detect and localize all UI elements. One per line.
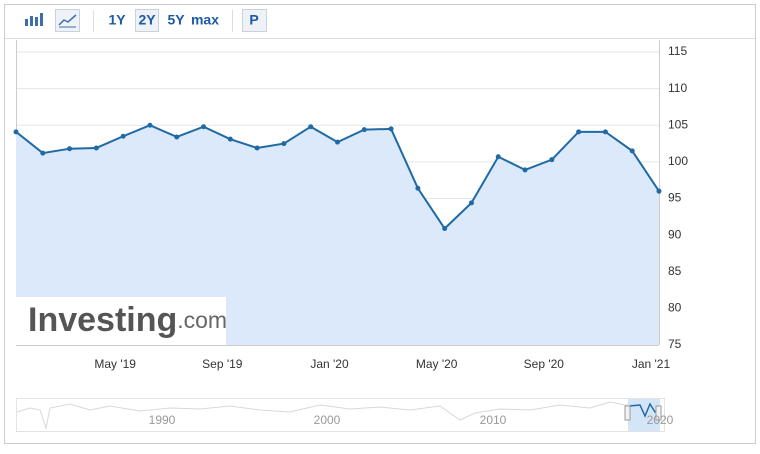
point [415, 185, 421, 191]
x-tick-label: Jan '21 [632, 357, 671, 371]
navigator-label: 2020 [647, 413, 674, 427]
point [67, 146, 73, 152]
x-tick-label: May '19 [94, 357, 136, 371]
point [120, 133, 126, 139]
point [281, 141, 287, 147]
range-button[interactable]: 5Y [167, 12, 185, 28]
y-tick-label: 85 [668, 264, 682, 278]
point [602, 129, 608, 135]
range-button[interactable]: 2Y [138, 12, 156, 28]
range-button[interactable]: 1Y [108, 12, 126, 28]
point [361, 127, 367, 133]
navigator-label: 2010 [480, 413, 507, 427]
watermark-suffix: .com [177, 307, 227, 333]
y-tick-label: 75 [668, 337, 682, 351]
point [468, 200, 474, 206]
y-tick-label: 100 [668, 154, 688, 168]
point [629, 148, 635, 154]
active-button-bg [135, 9, 159, 32]
y-tick-label: 105 [668, 117, 688, 131]
range-button[interactable]: max [191, 12, 219, 28]
point [308, 124, 314, 130]
navigator-label: 2000 [314, 413, 341, 427]
y-tick-label: 110 [668, 81, 687, 95]
point [442, 226, 448, 232]
point [388, 126, 394, 132]
point [13, 129, 19, 135]
bar-chart-icon[interactable] [25, 13, 43, 26]
point [174, 134, 180, 140]
point [254, 145, 260, 151]
button-bg [242, 9, 267, 32]
x-tick-label: Sep '19 [202, 357, 243, 371]
point [656, 188, 662, 194]
point [40, 150, 46, 156]
point [201, 124, 207, 130]
point [576, 129, 582, 135]
line-chart-icon[interactable] [55, 9, 80, 32]
point [227, 136, 233, 142]
watermark-bg [16, 297, 226, 345]
x-tick-label: Jan '20 [310, 357, 349, 371]
x-tick-label: Sep '20 [524, 357, 565, 371]
watermark: Investing.com [28, 301, 227, 339]
point [495, 154, 501, 160]
plot: 75 80 85 90 95 100 105 110 115 May '19 Sep '19 Jan … [13, 40, 688, 371]
area [16, 125, 659, 345]
y-tick-label: 90 [668, 227, 682, 241]
point [147, 122, 153, 128]
navigator[interactable] [16, 398, 665, 432]
point [93, 145, 99, 151]
point [522, 167, 528, 173]
point [335, 139, 340, 145]
y-tick-label: 80 [668, 301, 682, 315]
y-tick-label: 115 [668, 44, 687, 58]
point [549, 157, 555, 163]
navigator-label: 1990 [149, 413, 176, 427]
watermark-brand: Investing [28, 301, 177, 339]
y-tick-label: 95 [668, 191, 682, 205]
x-tick-label: May '20 [416, 357, 458, 371]
popup-button[interactable]: P [249, 12, 258, 28]
